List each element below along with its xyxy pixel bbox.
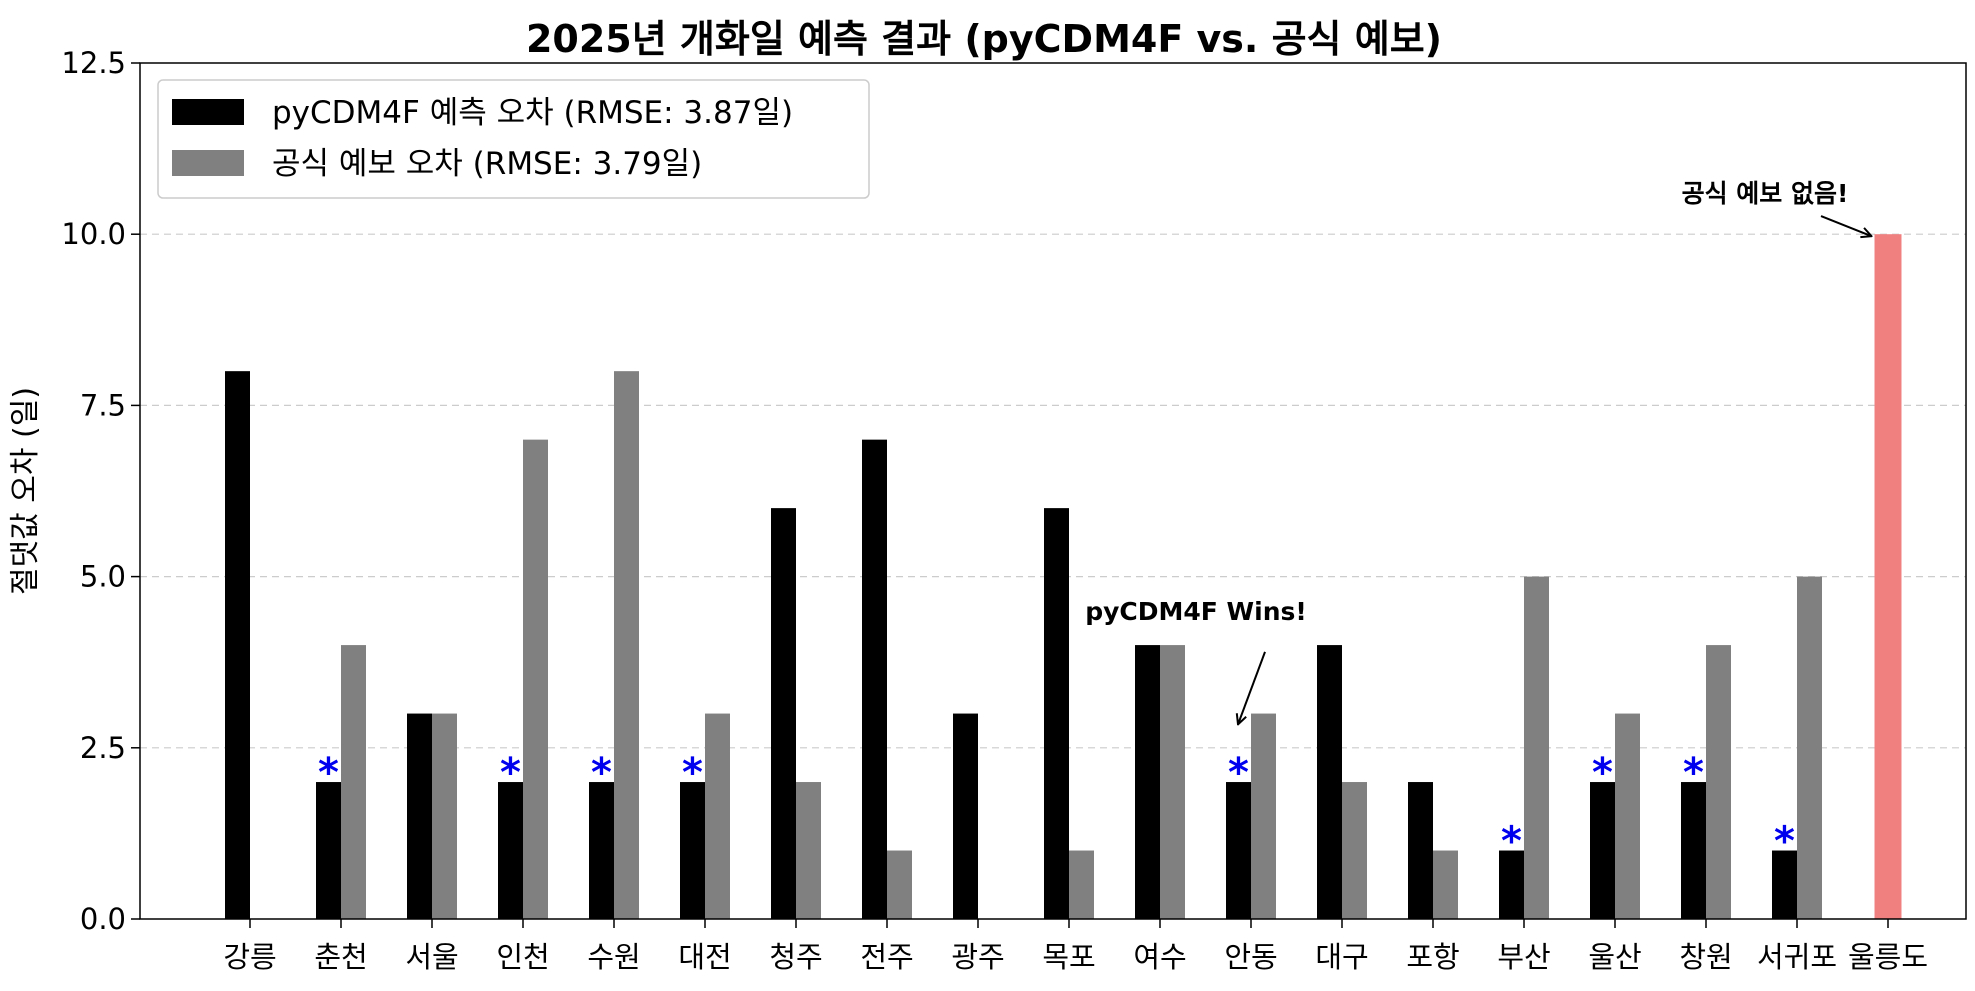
plot-frame bbox=[139, 62, 1967, 920]
bar-official bbox=[1797, 576, 1822, 919]
y-tick-label: 7.5 bbox=[80, 388, 126, 422]
win-star-marker: * bbox=[1683, 750, 1704, 796]
y-axis-label: 절댓값 오차 (일) bbox=[8, 387, 43, 595]
annotation-arrow bbox=[1238, 651, 1266, 725]
y-axis-ticks: 0.0 2.5 5.0 7.5 10.0 12.5 bbox=[61, 46, 140, 936]
bar-official bbox=[887, 850, 912, 919]
bar-pycdm4f bbox=[1590, 782, 1615, 919]
win-star-marker: * bbox=[1774, 819, 1795, 865]
annotations: 공식 예보 없음! pyCDM4F Wins! bbox=[1085, 179, 1871, 724]
bar-official bbox=[1251, 713, 1276, 919]
x-tick-label: 인천 bbox=[496, 940, 549, 974]
bar-pycdm4f bbox=[1226, 782, 1251, 919]
bar-pycdm4f bbox=[680, 782, 705, 919]
bar-pycdm4f bbox=[1499, 850, 1524, 919]
x-tick-label: 부산 bbox=[1497, 940, 1550, 974]
legend-swatch-official bbox=[172, 150, 244, 176]
bar-pycdm4f bbox=[589, 782, 614, 919]
bar-pycdm4f bbox=[953, 713, 978, 919]
bar-no-official-forecast bbox=[1874, 234, 1902, 919]
x-tick-label: 여수 bbox=[1133, 940, 1186, 974]
bar-pycdm4f bbox=[316, 782, 341, 919]
bar-official bbox=[796, 782, 821, 919]
win-star-marker: * bbox=[1592, 750, 1613, 796]
bar-pycdm4f bbox=[1317, 645, 1342, 919]
x-tick-label: 울산 bbox=[1588, 940, 1641, 974]
x-tick-label: 청주 bbox=[769, 940, 822, 974]
bar-official bbox=[1069, 850, 1094, 919]
chart-title: 2025년 개화일 예측 결과 (pyCDM4F vs. 공식 예보) bbox=[526, 17, 1442, 61]
x-tick-label: 강릉 bbox=[223, 940, 276, 974]
x-tick-label: 포항 bbox=[1406, 940, 1459, 974]
bar-official bbox=[1524, 576, 1549, 919]
x-tick-label: 대구 bbox=[1315, 940, 1368, 974]
win-star-marker: * bbox=[1501, 819, 1522, 865]
bar-pycdm4f bbox=[862, 439, 887, 919]
bar-pycdm4f bbox=[407, 713, 432, 919]
annotation-text: pyCDM4F Wins! bbox=[1085, 597, 1307, 626]
bar-official bbox=[1342, 782, 1367, 919]
y-tick-label: 10.0 bbox=[61, 217, 126, 251]
bar-official bbox=[432, 713, 457, 919]
legend-label-pycdm4f: pyCDM4F 예측 오차 (RMSE: 3.87일) bbox=[272, 95, 793, 131]
bar-pycdm4f bbox=[1135, 645, 1160, 919]
legend: pyCDM4F 예측 오차 (RMSE: 3.87일) 공식 예보 오차 (RM… bbox=[157, 79, 870, 199]
x-axis-ticks: 강릉 춘천 서울 인천 수원 대전 청주 전주 광주 목포 여수 안동 대구 포항 부산 울산 창원 서귀포 울릉도 bbox=[223, 919, 1928, 974]
bar-pycdm4f bbox=[771, 508, 796, 919]
y-tick-label: 12.5 bbox=[61, 46, 126, 80]
bar-pycdm4f bbox=[1408, 782, 1433, 919]
bar-official bbox=[1615, 713, 1640, 919]
bar-pycdm4f bbox=[225, 371, 250, 919]
bars bbox=[225, 234, 1902, 919]
bar-official bbox=[1706, 645, 1731, 919]
win-markers: * * * * * * * * * bbox=[318, 750, 1795, 864]
bar-official bbox=[523, 439, 548, 919]
bar-pycdm4f bbox=[1681, 782, 1706, 919]
win-star-marker: * bbox=[318, 750, 339, 796]
y-tick-label: 2.5 bbox=[80, 731, 126, 765]
x-tick-label: 목포 bbox=[1042, 940, 1095, 974]
y-tick-label: 0.0 bbox=[80, 902, 126, 936]
x-tick-label: 전주 bbox=[860, 940, 913, 974]
bar-official bbox=[614, 371, 639, 919]
x-tick-label: 안동 bbox=[1224, 940, 1277, 974]
x-tick-label: 대전 bbox=[678, 940, 731, 974]
legend-swatch-pycdm4f bbox=[172, 99, 244, 125]
win-star-marker: * bbox=[1228, 750, 1249, 796]
bar-official bbox=[1160, 645, 1185, 919]
bar-pycdm4f bbox=[498, 782, 523, 919]
x-tick-label: 광주 bbox=[951, 940, 1004, 974]
bar-pycdm4f bbox=[1772, 850, 1797, 919]
x-tick-label: 서울 bbox=[405, 940, 458, 974]
bar-official bbox=[341, 645, 366, 919]
win-star-marker: * bbox=[591, 750, 612, 796]
x-tick-label: 수원 bbox=[587, 940, 640, 974]
x-tick-label: 창원 bbox=[1679, 940, 1732, 974]
bar-official bbox=[1433, 850, 1458, 919]
win-star-marker: * bbox=[682, 750, 703, 796]
annotation-text: 공식 예보 없음! bbox=[1682, 179, 1849, 208]
win-star-marker: * bbox=[500, 750, 521, 796]
legend-label-official: 공식 예보 오차 (RMSE: 3.79일) bbox=[272, 146, 702, 182]
x-tick-label: 울릉도 bbox=[1848, 940, 1928, 974]
x-tick-label: 춘천 bbox=[314, 940, 367, 974]
bar-official bbox=[705, 713, 730, 919]
y-tick-label: 5.0 bbox=[80, 560, 126, 594]
legend-box bbox=[157, 79, 870, 199]
bar-pycdm4f bbox=[1044, 508, 1069, 919]
annotation-arrow bbox=[1820, 215, 1872, 236]
x-tick-label: 서귀포 bbox=[1757, 940, 1837, 974]
